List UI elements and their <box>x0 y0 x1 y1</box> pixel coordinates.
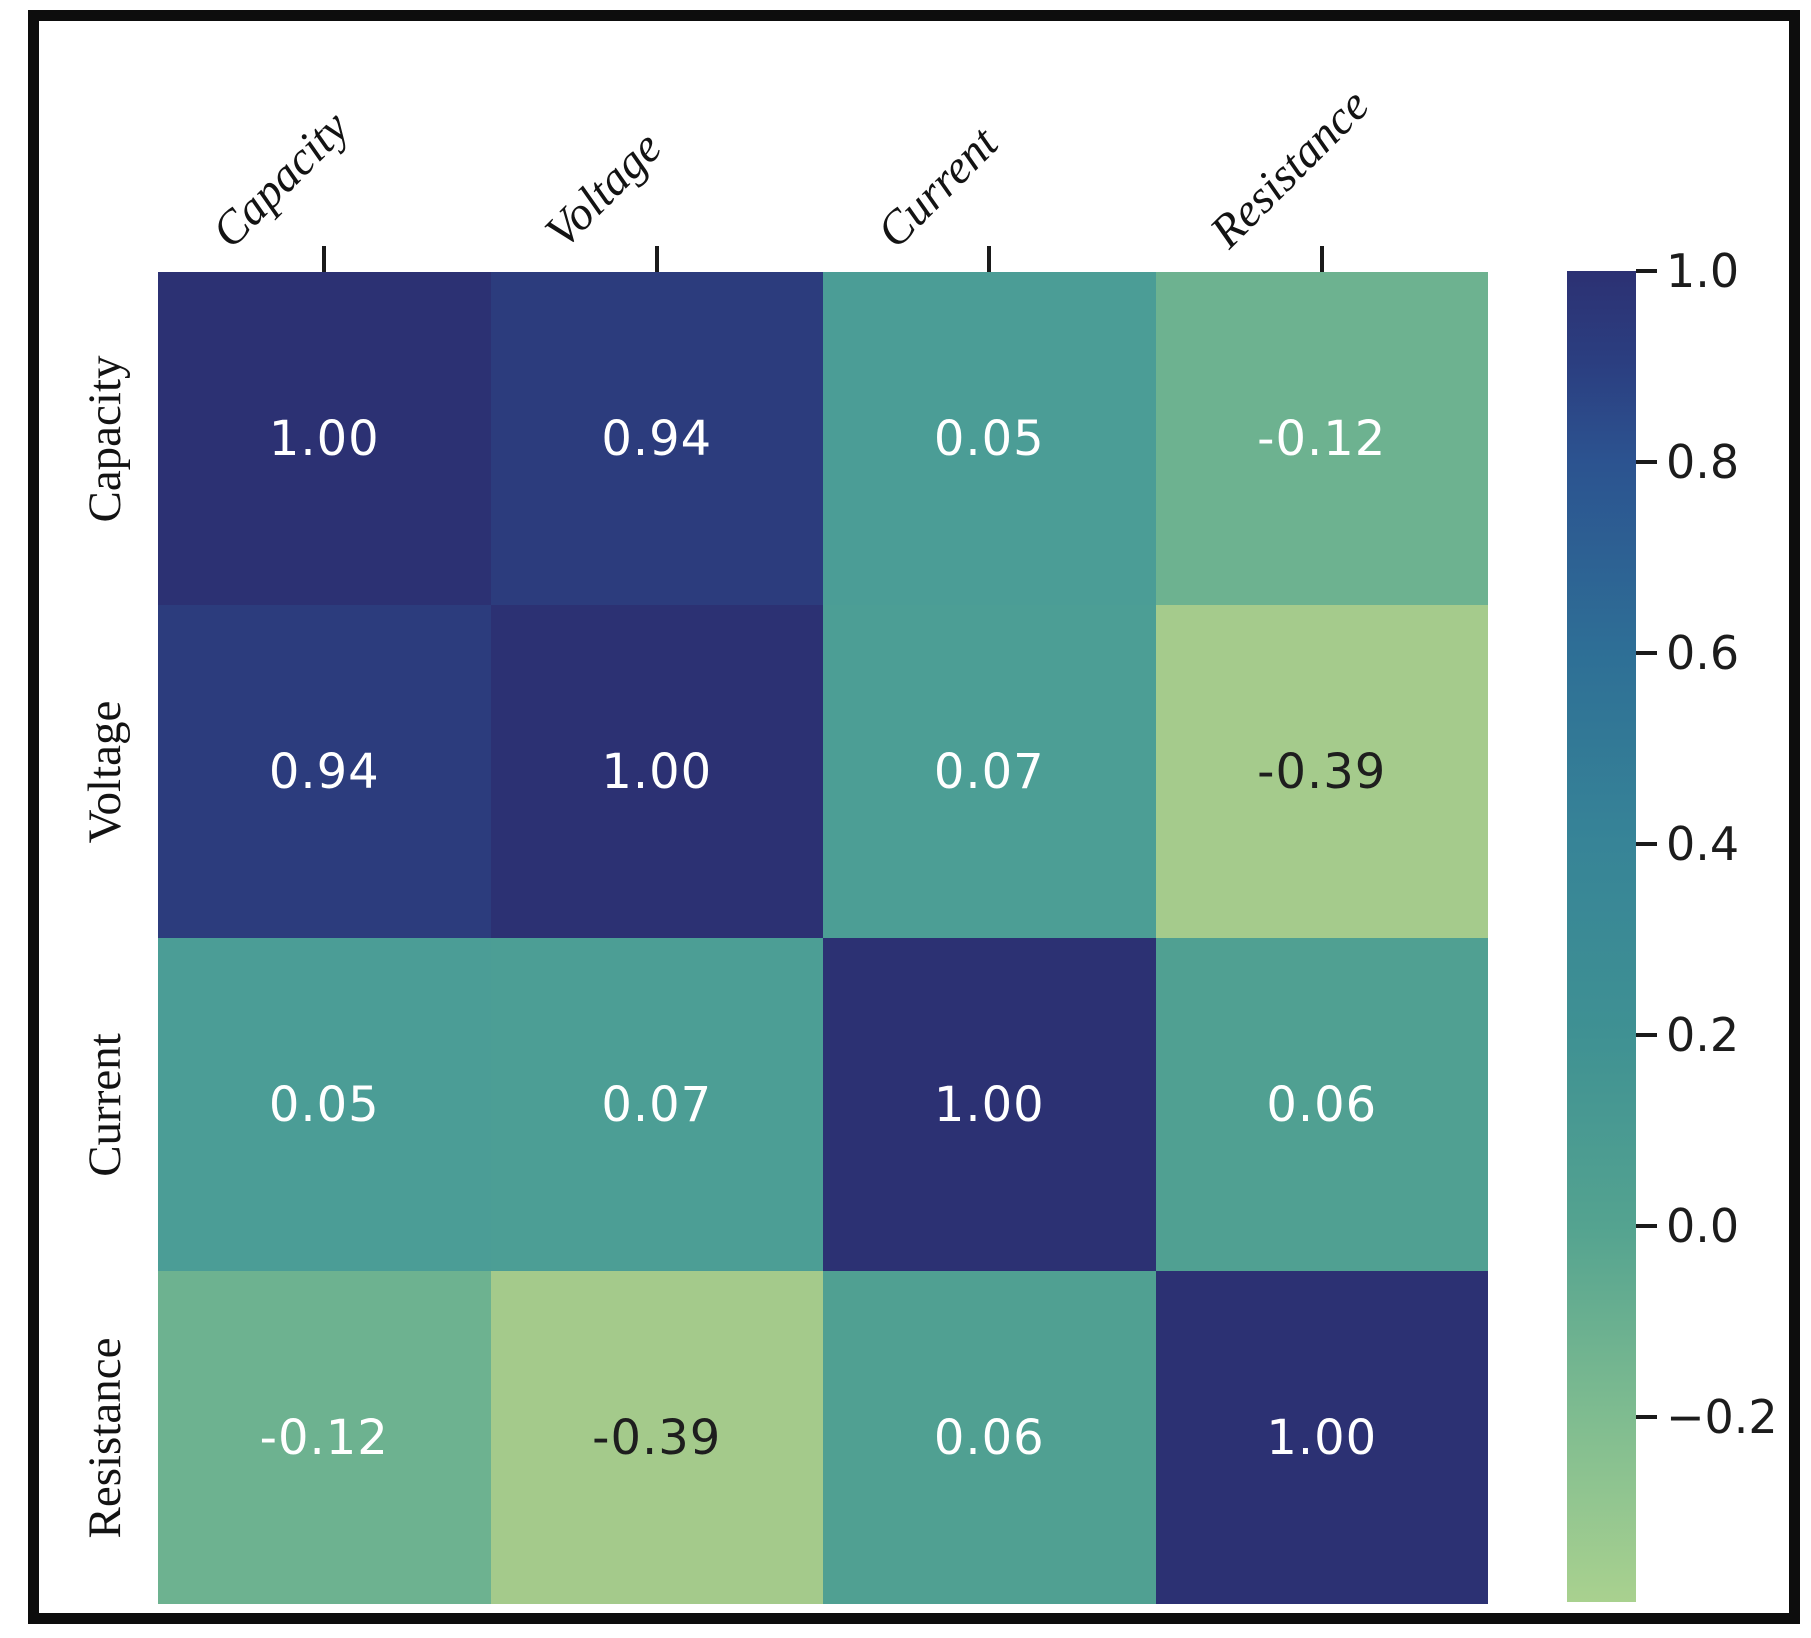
colorbar-tick-label: 0.2 <box>1666 1007 1740 1062</box>
cell-value: 1.00 <box>1266 1409 1378 1466</box>
heatmap-cell: 1.00 <box>823 938 1156 1271</box>
colorbar-tick-mark <box>1636 269 1657 273</box>
colorbar-tick-label: 1.0 <box>1666 244 1740 298</box>
heatmap-cell: -0.12 <box>158 1271 491 1604</box>
heatmap-cell: 0.07 <box>823 605 1156 938</box>
heatmap-cell: -0.39 <box>1155 605 1488 938</box>
colorbar-tick-label: 0.6 <box>1666 625 1740 680</box>
heatmap-cell: 0.05 <box>158 938 491 1271</box>
cell-value: 0.05 <box>933 410 1045 467</box>
cell-value: 0.07 <box>601 1076 713 1133</box>
colorbar-tick-label: −0.2 <box>1666 1389 1778 1444</box>
heatmap-cell: 0.94 <box>158 605 491 938</box>
cell-value: 0.06 <box>1266 1076 1378 1133</box>
y-axis-label-resistance: Resistance <box>79 1337 131 1538</box>
cell-value: 0.07 <box>933 743 1045 800</box>
heatmap-cell: -0.39 <box>490 1271 823 1604</box>
colorbar: 1.0 0.8 0.6 0.4 0.2 0.0 −0.2 <box>1567 244 1778 1602</box>
heatmap-cell: 1.00 <box>490 605 823 938</box>
x-tick-mark <box>322 246 327 272</box>
figure-border <box>28 10 1800 1624</box>
heatmap-cell: 0.05 <box>823 272 1156 605</box>
heatmap-cell: -0.12 <box>1155 272 1488 605</box>
cell-value: -0.12 <box>259 1409 389 1466</box>
cell-value: 1.00 <box>268 410 380 467</box>
x-tick-mark <box>987 246 992 272</box>
correlation-heatmap: 1.00 0.94 0.05 -0.12 0.94 1.00 0.07 -0.39 0.05 0.… <box>158 272 1488 1604</box>
cell-value: -0.39 <box>592 1409 722 1466</box>
heatmap-cell: 0.07 <box>490 938 823 1271</box>
colorbar-tick-mark <box>1636 1032 1657 1037</box>
cell-value: 0.06 <box>933 1409 1045 1466</box>
colorbar-tick-mark <box>1636 459 1657 464</box>
x-tick-mark <box>1319 246 1324 272</box>
cell-value: 0.94 <box>268 743 380 800</box>
y-axis-label-current: Current <box>79 1032 131 1177</box>
x-tick-mark <box>654 246 659 272</box>
cell-value: -0.12 <box>1257 410 1387 467</box>
y-axis-label-capacity: Capacity <box>79 354 131 523</box>
colorbar-gradient <box>1567 271 1636 1602</box>
colorbar-tick-mark <box>1636 1223 1657 1228</box>
colorbar-tick-mark <box>1636 1414 1657 1419</box>
colorbar-tick-mark <box>1636 650 1657 655</box>
cell-value: 1.00 <box>933 1076 1045 1133</box>
colorbar-tick-label: 0.8 <box>1666 434 1740 489</box>
cell-value: -0.39 <box>1257 743 1387 800</box>
heatmap-cell: 1.00 <box>1155 1271 1488 1604</box>
colorbar-tick-mark <box>1636 841 1657 846</box>
cell-value: 1.00 <box>601 743 713 800</box>
colorbar-tick-label: 0.4 <box>1666 816 1740 871</box>
y-axis-label-voltage: Voltage <box>79 700 131 843</box>
heatmap-cell: 0.94 <box>490 272 823 605</box>
cell-value: 0.05 <box>268 1076 380 1133</box>
colorbar-tick-label: 0.0 <box>1666 1198 1740 1253</box>
heatmap-cell: 0.06 <box>823 1271 1156 1604</box>
heatmap-cell: 0.06 <box>1155 938 1488 1271</box>
heatmap-cell: 1.00 <box>158 272 491 605</box>
cell-value: 0.94 <box>601 410 713 467</box>
